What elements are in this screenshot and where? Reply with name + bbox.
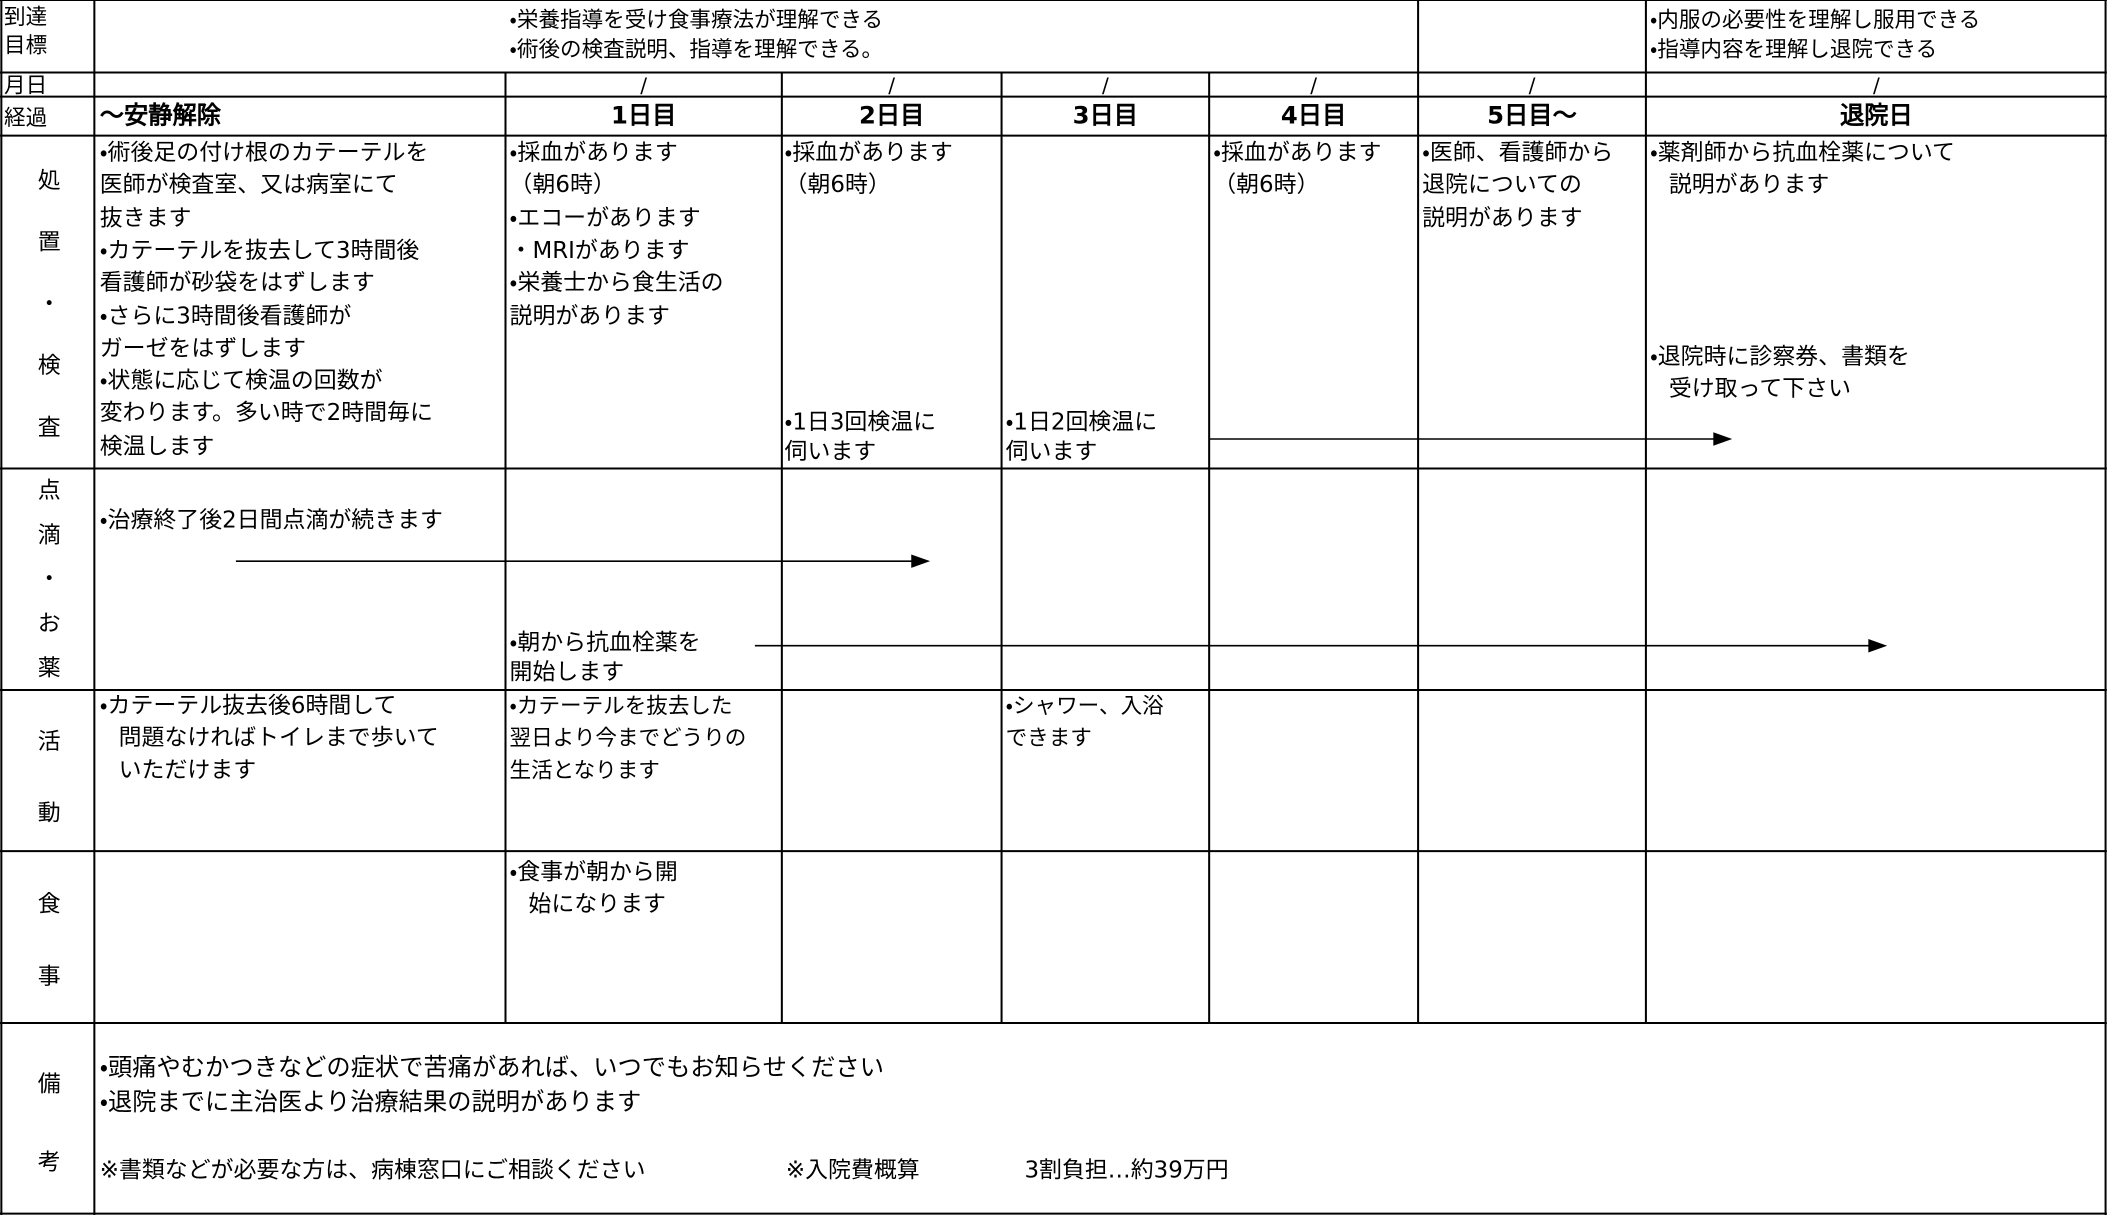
cell-text: 説明があります	[1668, 172, 1830, 200]
stage: 1日目	[610, 102, 677, 131]
cell-text: （朝6時）	[1213, 172, 1320, 200]
row-label: 活	[37, 728, 61, 756]
row-label: 考	[37, 1149, 61, 1177]
cell-text: 伺います	[1005, 438, 1098, 466]
row-label: 経過	[4, 104, 48, 131]
cell-text: ・1日3回検温に	[784, 409, 937, 437]
row-label: 月日	[4, 72, 48, 99]
date: /	[640, 73, 648, 99]
note: ・退院までに主治医より治療結果の説明があります	[99, 1088, 642, 1117]
row-label: ・	[37, 566, 61, 594]
cell-text: 始になります	[528, 891, 666, 919]
goal: ・指導内容を理解し退院できる	[1649, 36, 1938, 62]
cell-text: 抜きます	[99, 204, 192, 232]
stage: 4日目	[1280, 102, 1347, 131]
cell-text: 開始します	[509, 659, 625, 687]
goal: ・栄養指導を受け食事療法が理解できる	[509, 6, 884, 33]
cell-text: 退院についての	[1422, 172, 1582, 200]
note: ・頭痛やむかつきなどの症状で苦痛があれば、いつでもお知らせください	[99, 1053, 884, 1083]
row-label: ・	[37, 291, 61, 319]
stage: 2日目	[858, 102, 925, 131]
cell-text: 受け取って下さい	[1668, 376, 1852, 404]
cell-text: ・さらに3時間後看護師が	[99, 302, 352, 330]
cell-text: 問題なければトイレまで歩いて	[118, 724, 439, 752]
cell-text: ・状態に応じて検温の回数が	[99, 367, 383, 395]
cell-text: （朝6時）	[509, 172, 616, 200]
cell-text: 伺います	[784, 438, 877, 466]
cell-text: ・食事が朝から開	[509, 859, 678, 887]
cell-text: ・退院時に診察券、書類を	[1649, 343, 1910, 371]
cell-text: 変わります。多い時で2時間毎に	[99, 400, 433, 428]
date: /	[1310, 73, 1318, 99]
date: /	[1873, 73, 1880, 99]
date: /	[1528, 73, 1536, 99]
cell-text: ・治療終了後2日間点滴が続きます	[99, 507, 443, 535]
row-label: お	[37, 610, 61, 638]
row-label: 目標	[4, 32, 48, 58]
cell-text: ・1日2回検温に	[1005, 409, 1158, 437]
goal: ・内服の必要性を理解し服用できる	[1649, 6, 1981, 33]
stage: 5日目～	[1487, 102, 1577, 131]
cell-text: 看護師が砂袋をはずします	[99, 270, 375, 297]
cell-text: できます	[1005, 724, 1092, 751]
cell-text: 医師が検査室、又は病室にて	[99, 172, 398, 200]
note: 3割負担…約39万円	[1024, 1157, 1229, 1185]
cell-text: ・カテーテルを抜去した	[509, 692, 733, 719]
cell-text: ・採血があります	[784, 139, 953, 167]
row-label: 置	[37, 229, 61, 257]
cell-text: いただけます	[118, 757, 257, 785]
cell-text: ・薬剤師から抗血栓薬について	[1649, 139, 1955, 167]
cell-text: ・栄養士から食生活の	[509, 270, 724, 297]
row-label: 検	[37, 353, 61, 380]
row-label: 備	[37, 1071, 61, 1099]
arrow-head	[1868, 639, 1888, 653]
row-label: 動	[37, 800, 61, 827]
row-label: 滴	[37, 522, 61, 550]
row-label: 点	[37, 477, 61, 505]
cell-text: （朝6時）	[784, 172, 891, 200]
cell-text: ・採血があります	[509, 139, 678, 167]
row-label: 査	[37, 414, 61, 442]
row-label: 到達	[4, 4, 48, 30]
stage: 3日目	[1072, 102, 1139, 131]
arrow-head	[911, 554, 931, 568]
cell-text: 説明があります	[509, 302, 670, 330]
cell-text: ・採血があります	[1213, 139, 1382, 167]
date: /	[1101, 73, 1109, 99]
note: ※入院費概算	[785, 1157, 920, 1185]
goal: ・術後の検査説明、指導を理解できる。	[509, 36, 884, 62]
row-label: 薬	[37, 655, 61, 682]
stage: ～安静解除	[99, 102, 222, 131]
stage: 退院日	[1840, 102, 1913, 131]
row-label: 事	[37, 963, 61, 991]
cell-text: ・医師、看護師から	[1422, 139, 1614, 167]
cell-text: ・シャワー、入浴	[1005, 692, 1164, 719]
cell-text: 生活となります	[509, 757, 660, 783]
row-label: 処	[37, 167, 61, 195]
cell-text: ・朝から抗血栓薬を	[509, 629, 701, 657]
cell-text: ・エコーがあります	[509, 204, 701, 232]
row-label: 食	[37, 891, 61, 919]
cell-text: ・MRIがあります	[509, 237, 690, 265]
cell-text: 説明があります	[1422, 204, 1583, 232]
cell-text: ・術後足の付け根のカテーテルを	[99, 139, 429, 167]
cell-text: ・カテーテル抜去後6時間して	[99, 692, 397, 720]
note: ※書類などが必要な方は、病棟窓口にご相談ください	[99, 1157, 646, 1185]
cell-text: ガーゼをはずします	[99, 335, 306, 363]
arrow-head	[1713, 432, 1733, 446]
date: /	[888, 73, 896, 99]
cell-text: 検温します	[99, 433, 215, 461]
cell-text: ・カテーテルを抜去して3時間後	[99, 237, 420, 265]
cell-text: 翌日より今までどうりの	[509, 724, 747, 751]
